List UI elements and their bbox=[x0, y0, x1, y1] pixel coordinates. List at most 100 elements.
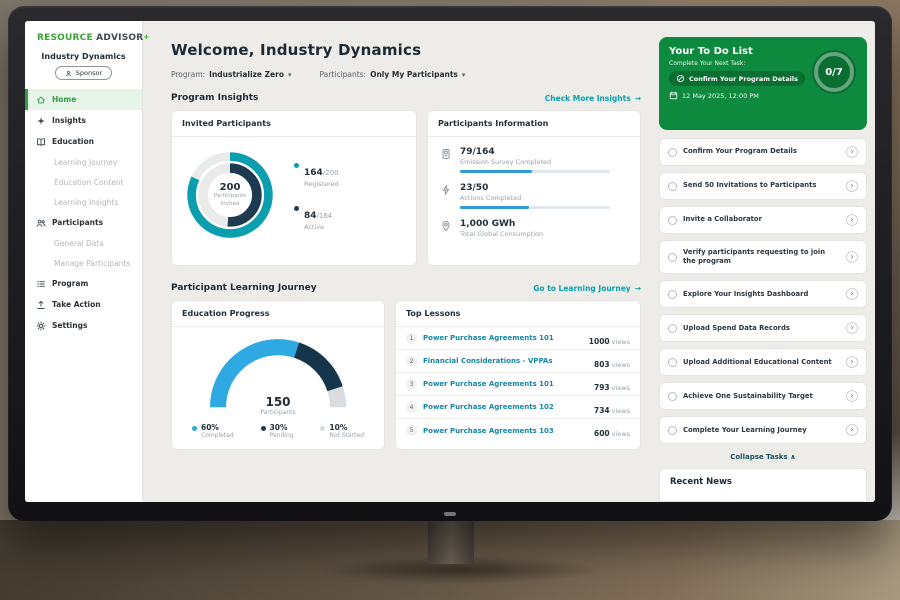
chevron-right-icon[interactable]: › bbox=[846, 146, 858, 158]
participants-information-card: Participants Information 79/164 Emission… bbox=[427, 110, 641, 266]
chevron-right-icon[interactable]: › bbox=[846, 214, 858, 226]
program-insights-header: Program Insights Check More Insights → bbox=[171, 93, 641, 103]
invited-donut-chart: 200 Participants Invited bbox=[182, 147, 278, 243]
task-row-upload-spend-data[interactable]: Upload Spend Data Records › bbox=[659, 314, 867, 343]
progress-bar bbox=[460, 206, 610, 209]
task-checkbox[interactable] bbox=[668, 391, 677, 401]
lightning-icon bbox=[440, 184, 452, 196]
progress-fill bbox=[460, 206, 529, 209]
nav-item-learning-journey[interactable]: Learning Journey bbox=[25, 152, 142, 172]
task-checkbox[interactable] bbox=[668, 181, 677, 191]
arrow-right-icon: → bbox=[634, 93, 641, 103]
nav-item-insights[interactable]: Insights bbox=[25, 110, 142, 131]
calendar-icon bbox=[669, 91, 678, 100]
learning-cards-row: Education Progress 150 bbox=[171, 300, 641, 450]
nav-label: Insights bbox=[52, 116, 86, 125]
lesson-link[interactable]: Power Purchase Agreements 101 bbox=[423, 380, 554, 388]
gear-icon bbox=[36, 321, 46, 331]
page-title: Welcome, Industry Dynamics bbox=[171, 41, 422, 59]
task-checkbox[interactable] bbox=[668, 215, 677, 225]
lesson-link[interactable]: Power Purchase Agreements 103 bbox=[423, 426, 554, 435]
stat-value: 79/164 bbox=[460, 147, 495, 157]
progress-fill bbox=[460, 170, 532, 173]
views-count: 803 bbox=[593, 359, 610, 369]
legend-active: 84/164 Active bbox=[294, 203, 339, 231]
lesson-rank: 2 bbox=[406, 355, 417, 367]
task-checkbox[interactable] bbox=[668, 252, 677, 262]
nav-item-general-data[interactable]: General Data bbox=[25, 233, 142, 253]
chevron-right-icon[interactable]: › bbox=[846, 180, 858, 192]
legend-pct: 30% bbox=[269, 423, 288, 432]
meter-icon bbox=[440, 148, 452, 160]
participants-filter[interactable]: Participants: Only My Participants ▾ bbox=[320, 70, 466, 79]
task-row-explore-insights[interactable]: Explore Your Insights Dashboard › bbox=[659, 280, 867, 309]
task-row-send-invitations[interactable]: Send 50 Invitations to Participants › bbox=[659, 172, 867, 200]
education-gauge-chart: 150 Participants bbox=[203, 332, 353, 416]
next-task-datetime: 12 May 2025, 12:00 PM bbox=[669, 91, 857, 100]
chevron-right-icon[interactable]: › bbox=[846, 322, 858, 335]
lesson-row[interactable]: 1 Power Purchase Agreements 101 1000 view… bbox=[396, 327, 640, 350]
nav-item-take-action[interactable]: Take Action bbox=[25, 294, 142, 315]
filter-bar: Program: Industrialize Zero ▾ Participan… bbox=[171, 70, 641, 79]
chevron-right-icon[interactable]: › bbox=[846, 356, 858, 369]
task-row-verify-participants[interactable]: Verify participants requesting to join t… bbox=[659, 240, 867, 275]
chevron-right-icon[interactable]: › bbox=[846, 390, 858, 403]
nav-item-manage-participants[interactable]: Manage Participants bbox=[25, 253, 142, 273]
task-label: Send 50 Invitations to Participants bbox=[683, 181, 817, 190]
task-checkbox[interactable] bbox=[668, 425, 677, 435]
list-icon bbox=[36, 279, 46, 289]
todo-panel: Your To Do List Complete Your Next Task:… bbox=[651, 21, 875, 502]
app-window: RESOURCE ADVISOR+ Industry Dynamics Spon… bbox=[25, 21, 875, 502]
section-title-learning-journey: Participant Learning Journey bbox=[171, 283, 317, 293]
nav-item-education-content[interactable]: Education Content bbox=[25, 172, 142, 192]
donut-center-value: 200 bbox=[219, 182, 241, 194]
collapse-tasks-button[interactable]: Collapse Tasks ∧ bbox=[659, 453, 867, 461]
nav-item-settings[interactable]: Settings bbox=[25, 315, 142, 336]
task-checkbox[interactable] bbox=[668, 147, 677, 157]
legend-dot-navy bbox=[294, 205, 299, 211]
program-filter[interactable]: Program: Industrialize Zero ▾ bbox=[171, 70, 292, 79]
lesson-link[interactable]: Power Purchase Agreements 102 bbox=[423, 403, 554, 411]
chevron-right-icon[interactable]: › bbox=[846, 251, 858, 264]
lesson-link[interactable]: Power Purchase Agreements 101 bbox=[423, 334, 554, 342]
nav-item-education[interactable]: Education bbox=[25, 131, 142, 152]
chevron-down-icon: ▾ bbox=[287, 70, 292, 79]
logo-text-resource: RESOURCE bbox=[37, 33, 93, 43]
task-checkbox[interactable] bbox=[668, 323, 677, 333]
chevron-right-icon[interactable]: › bbox=[846, 288, 858, 301]
todo-progress-label: 0/7 bbox=[825, 66, 843, 78]
task-row-achieve-sustainability-target[interactable]: Achieve One Sustainability Target › bbox=[659, 382, 867, 411]
legend-dot-teal bbox=[294, 162, 299, 168]
sponsor-badge[interactable]: Sponsor bbox=[54, 66, 113, 80]
views-count: 600 bbox=[593, 429, 610, 438]
nav-label: Education bbox=[52, 137, 94, 146]
lesson-row[interactable]: 3 Power Purchase Agreements 101 793 views bbox=[396, 373, 640, 396]
task-row-complete-learning-journey[interactable]: Complete Your Learning Journey › bbox=[659, 416, 867, 445]
views-suffix: views bbox=[611, 383, 630, 392]
task-checkbox[interactable] bbox=[668, 357, 677, 367]
go-to-learning-journey-link[interactable]: Go to Learning Journey → bbox=[533, 284, 641, 293]
task-row-invite-collaborator[interactable]: Invite a Collaborator › bbox=[659, 206, 867, 234]
lesson-row[interactable]: 2 Financial Considerations - VPPAs 803 vi… bbox=[396, 350, 640, 373]
nav-item-learning-insights[interactable]: Learning Insights bbox=[25, 192, 142, 212]
sidebar: RESOURCE ADVISOR+ Industry Dynamics Spon… bbox=[25, 21, 149, 502]
views-count: 734 bbox=[593, 405, 610, 415]
recent-news-card: Recent News bbox=[659, 468, 867, 502]
nav-item-program[interactable]: Program bbox=[25, 273, 142, 294]
education-progress-card: Education Progress 150 bbox=[171, 300, 385, 450]
monitor-bezel: RESOURCE ADVISOR+ Industry Dynamics Spon… bbox=[8, 6, 892, 521]
task-row-confirm-program[interactable]: Confirm Your Program Details › bbox=[659, 138, 867, 166]
nav-item-home[interactable]: Home bbox=[25, 89, 142, 110]
lesson-link[interactable]: Financial Considerations - VPPAs bbox=[423, 357, 553, 365]
task-label: Invite a Collaborator bbox=[683, 215, 762, 224]
nav-item-participants[interactable]: Participants bbox=[25, 212, 142, 233]
lesson-row[interactable]: 4 Power Purchase Agreements 102 734 views bbox=[396, 396, 640, 419]
legend-label: Active bbox=[304, 222, 325, 231]
task-row-upload-educational-content[interactable]: Upload Additional Educational Content › bbox=[659, 348, 867, 377]
check-more-insights-link[interactable]: Check More Insights → bbox=[545, 94, 641, 103]
nav-label: Settings bbox=[52, 321, 88, 330]
lesson-row[interactable]: 5 Power Purchase Agreements 103 600 views bbox=[396, 419, 640, 442]
task-checkbox[interactable] bbox=[668, 289, 677, 299]
link-label: Go to Learning Journey bbox=[533, 283, 631, 293]
chevron-right-icon[interactable]: › bbox=[846, 424, 858, 437]
